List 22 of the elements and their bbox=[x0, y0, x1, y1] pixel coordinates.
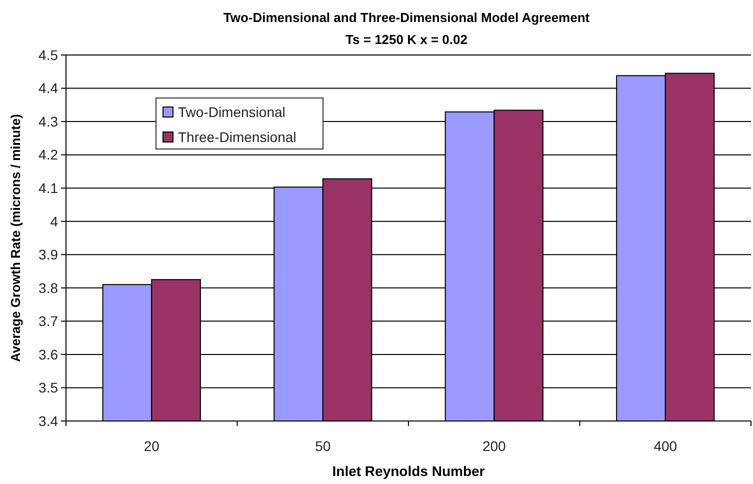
legend-label: Two-Dimensional bbox=[178, 104, 286, 120]
y-tick-label: 3.5 bbox=[38, 380, 58, 396]
chart-subtitle: Ts = 1250 K x = 0.02 bbox=[346, 32, 468, 47]
y-tick-label: 3.8 bbox=[38, 280, 58, 296]
y-tick-label: 4.1 bbox=[38, 180, 58, 196]
y-tick-label: 4.2 bbox=[38, 146, 58, 163]
y-axis-title: Average Growth Rate (microns / minute) bbox=[8, 114, 23, 362]
y-tick-label: 3.7 bbox=[38, 313, 58, 330]
y-tick-label: 4 bbox=[50, 213, 58, 230]
y-tick-label: 4.5 bbox=[38, 46, 58, 63]
y-tick-label: 3.9 bbox=[38, 246, 58, 263]
y-tick-label: 3.6 bbox=[38, 346, 58, 362]
x-tick-label: 50 bbox=[315, 438, 331, 454]
y-tick-label: 3.4 bbox=[38, 412, 58, 429]
y-tick-label: 4.4 bbox=[38, 80, 58, 96]
x-tick-label: 200 bbox=[482, 438, 506, 454]
chart-title: Two-Dimensional and Three-Dimensional Model Agreement bbox=[223, 10, 590, 25]
legend-label: Three-Dimensional bbox=[178, 128, 296, 145]
x-tick-label: 400 bbox=[654, 438, 678, 454]
x-tick-label: 20 bbox=[144, 438, 160, 454]
x-axis-title: Inlet Reynolds Number bbox=[332, 463, 486, 479]
y-tick-label: 4.3 bbox=[38, 113, 58, 130]
